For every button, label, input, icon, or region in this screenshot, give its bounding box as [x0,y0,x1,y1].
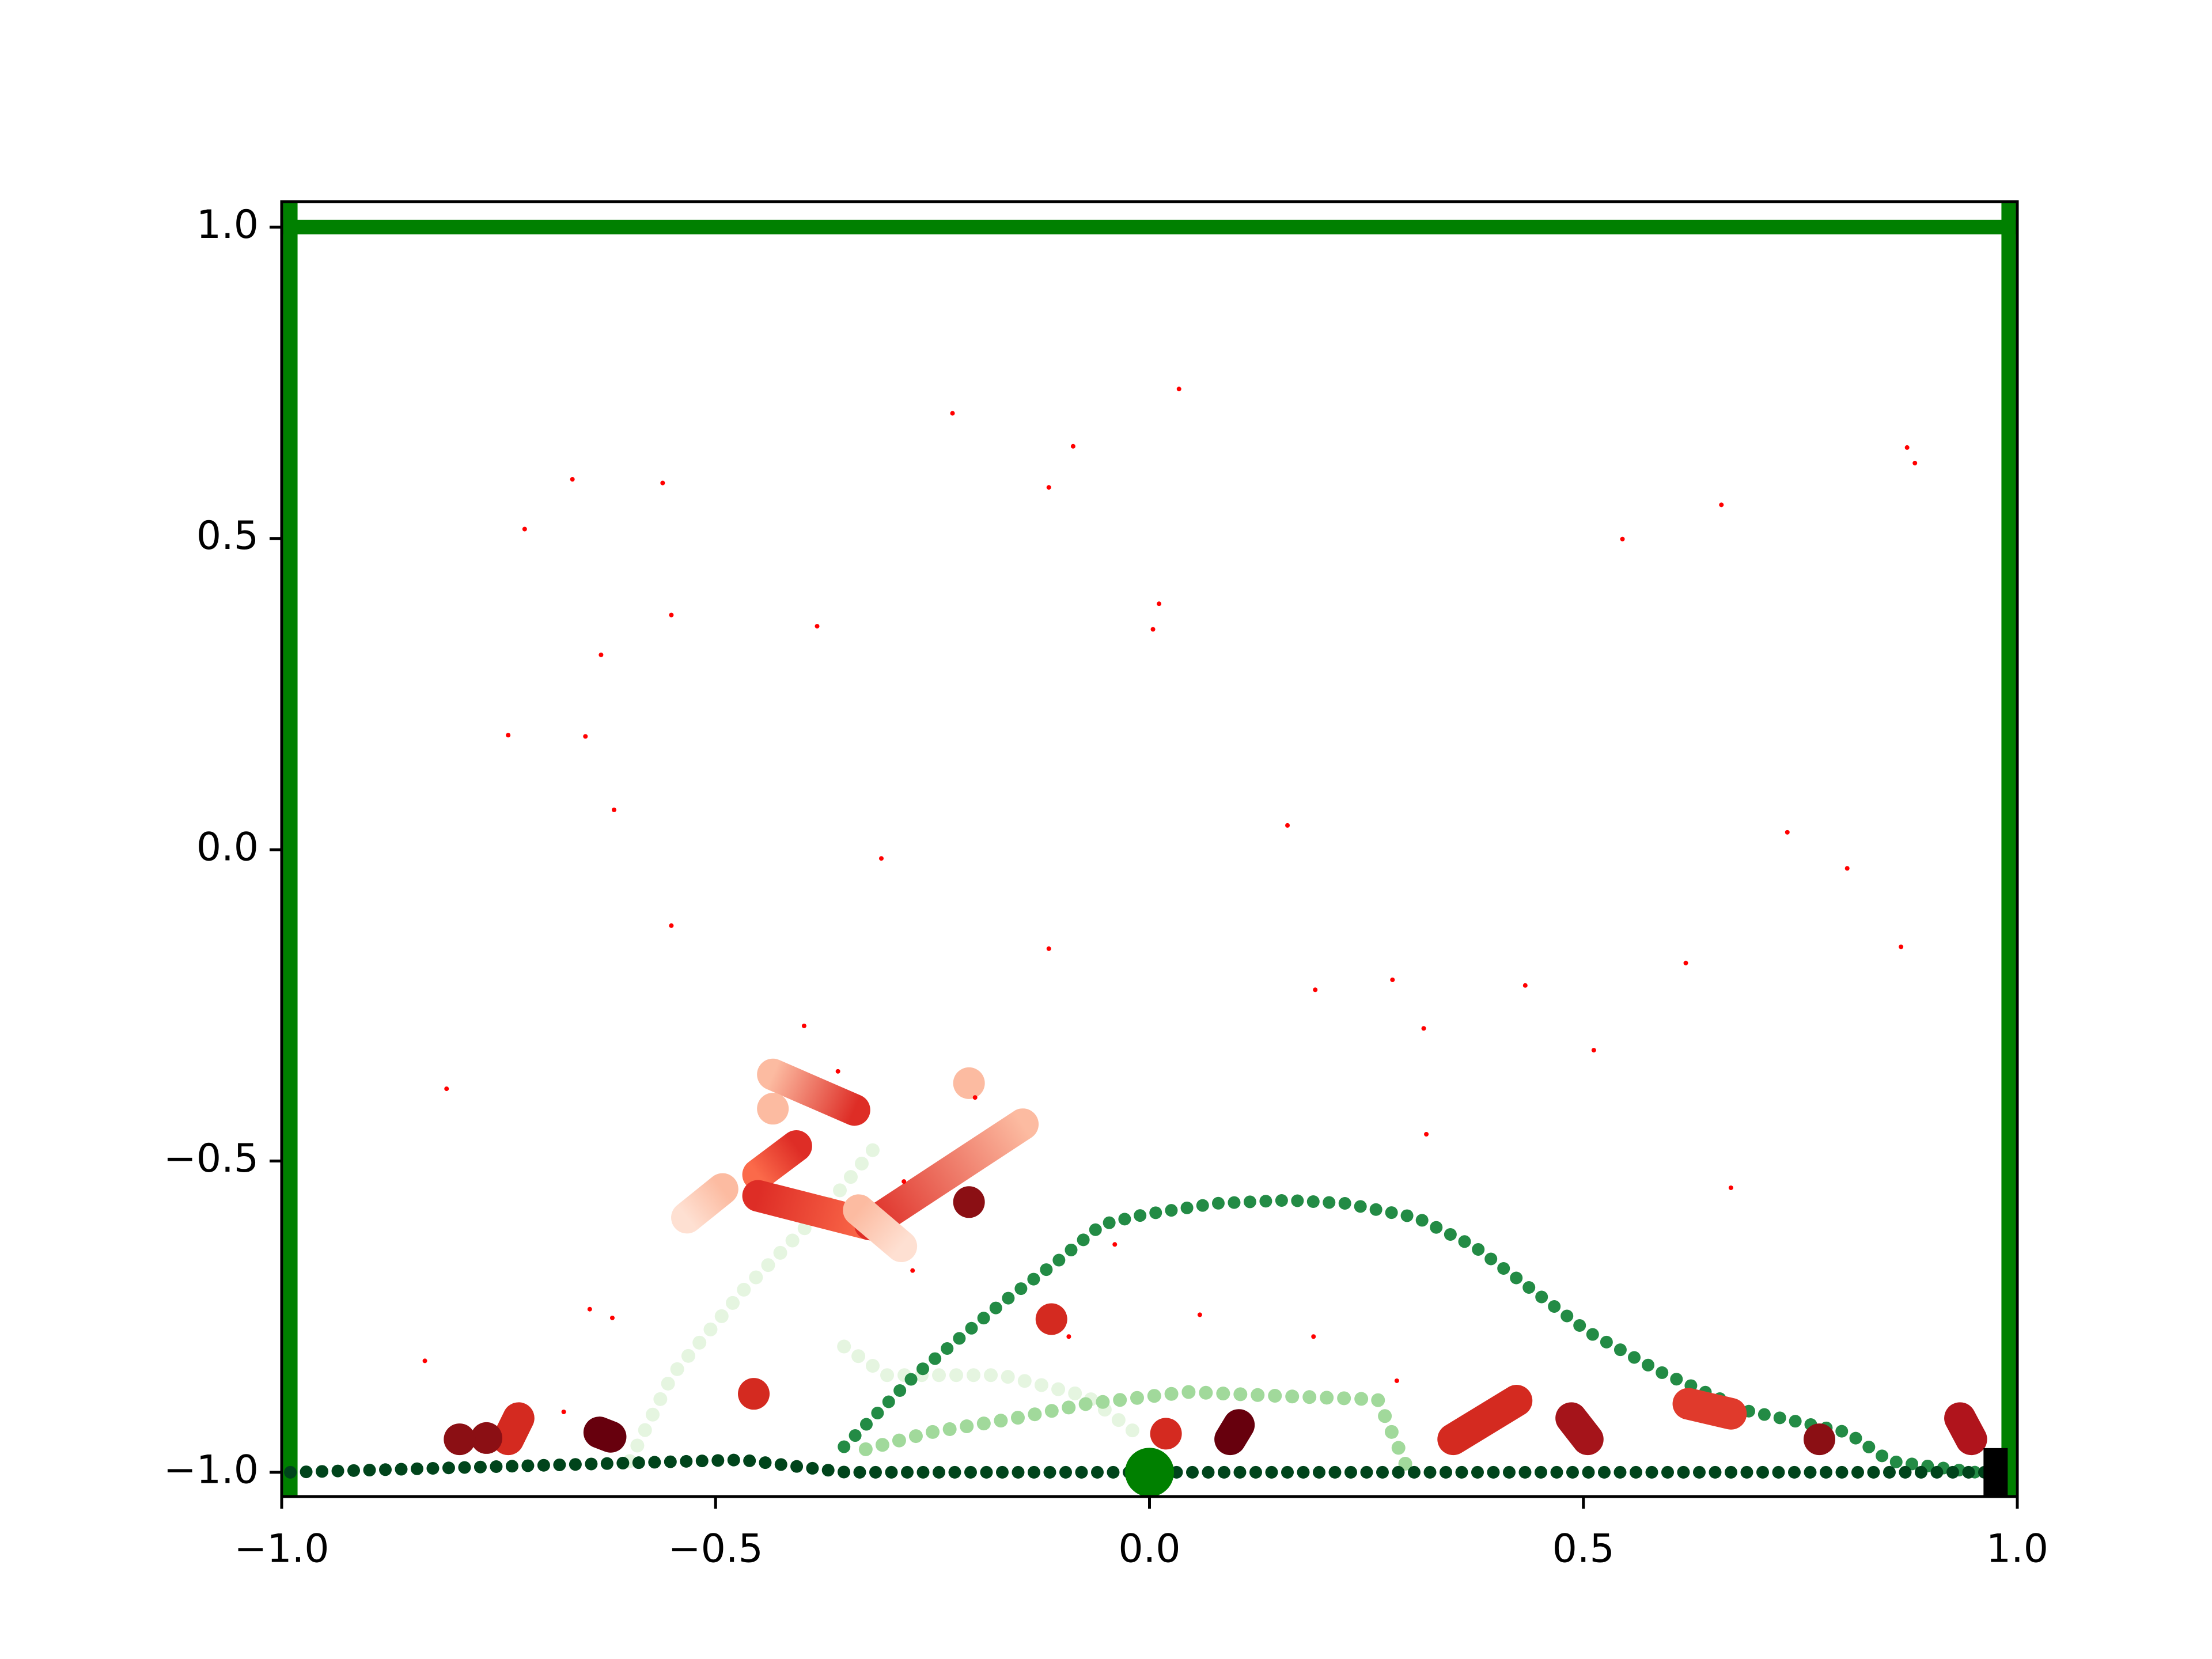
y-tick-label: −1.0 [164,1447,259,1493]
x-tick-label: −1.0 [234,1527,329,1572]
marker [583,734,588,739]
marker [815,624,820,629]
segment [757,1058,870,1126]
marker [444,1423,476,1456]
marker [1112,1242,1118,1247]
marker [506,733,511,738]
marker [1046,485,1051,490]
marker [587,1306,592,1312]
marker [1904,445,1910,450]
y-tick-label: 0.0 [196,825,259,870]
marker [522,527,527,532]
marker [1983,1448,2008,1497]
segment [854,1108,1039,1241]
x-tick-label: 0.0 [1118,1527,1180,1572]
marker [953,1186,985,1218]
trajectory [284,1453,1998,1479]
marker [471,1422,503,1454]
marker [1785,830,1790,835]
trajectory [858,1385,1416,1479]
trajectory [623,1134,887,1468]
marker [757,1093,789,1125]
marker [1394,1378,1399,1383]
segment [671,1173,738,1234]
marker [878,856,884,861]
marker [1899,944,1904,949]
marker [660,480,665,486]
y-tick-label: 0.5 [196,513,259,559]
marker [1804,1423,1836,1456]
marker [1313,987,1318,993]
marker [1150,627,1156,632]
plot-area [282,202,2017,1497]
marker [1311,1334,1316,1339]
marker [1157,601,1162,607]
marker [1620,536,1625,541]
marker [669,923,674,928]
marker [1522,983,1528,988]
y-tick-label: −0.5 [164,1136,259,1181]
marker [1066,1334,1071,1339]
marker [669,612,674,618]
segment [1672,1388,1747,1430]
axes-frame [280,200,2019,1498]
marker [1728,1185,1733,1190]
marker [1125,1448,1174,1497]
marker [1390,977,1395,982]
marker [1150,1418,1182,1450]
x-tick-label: −0.5 [668,1527,763,1572]
segment [1944,1402,1987,1456]
marker [835,1069,840,1074]
marker [1421,1026,1426,1031]
segment [492,1402,535,1456]
marker [1719,502,1724,507]
marker [1912,460,1918,465]
marker [950,411,955,416]
marker [972,1095,978,1100]
marker [1070,444,1075,449]
marker [738,1378,770,1410]
segment [742,1130,812,1191]
segment [1555,1402,1604,1456]
marker [953,1067,985,1099]
marker [422,1358,427,1363]
marker [1035,1303,1067,1335]
marker [1844,866,1850,871]
marker [570,477,575,482]
trajectory [837,1339,1152,1446]
x-tick-label: 0.5 [1552,1527,1615,1572]
marker [599,652,604,657]
marker [1424,1131,1429,1137]
marker [1046,946,1051,951]
x-tick-label: 1.0 [1986,1527,2048,1572]
segment [1437,1385,1533,1456]
marker [444,1086,449,1092]
marker [910,1268,915,1273]
trajectory [838,1194,1982,1479]
marker [1197,1312,1202,1317]
y-tick-label: 1.0 [196,202,259,248]
marker [609,1315,615,1320]
segment [843,1194,918,1263]
segment [1214,1409,1255,1456]
marker [1591,1048,1596,1053]
segment [583,1416,627,1453]
marker [561,1410,566,1415]
marker [801,1023,806,1028]
marker [611,807,616,812]
marker [1683,960,1688,965]
marker [1176,387,1181,392]
marker [902,1179,907,1184]
marker [1285,823,1290,828]
